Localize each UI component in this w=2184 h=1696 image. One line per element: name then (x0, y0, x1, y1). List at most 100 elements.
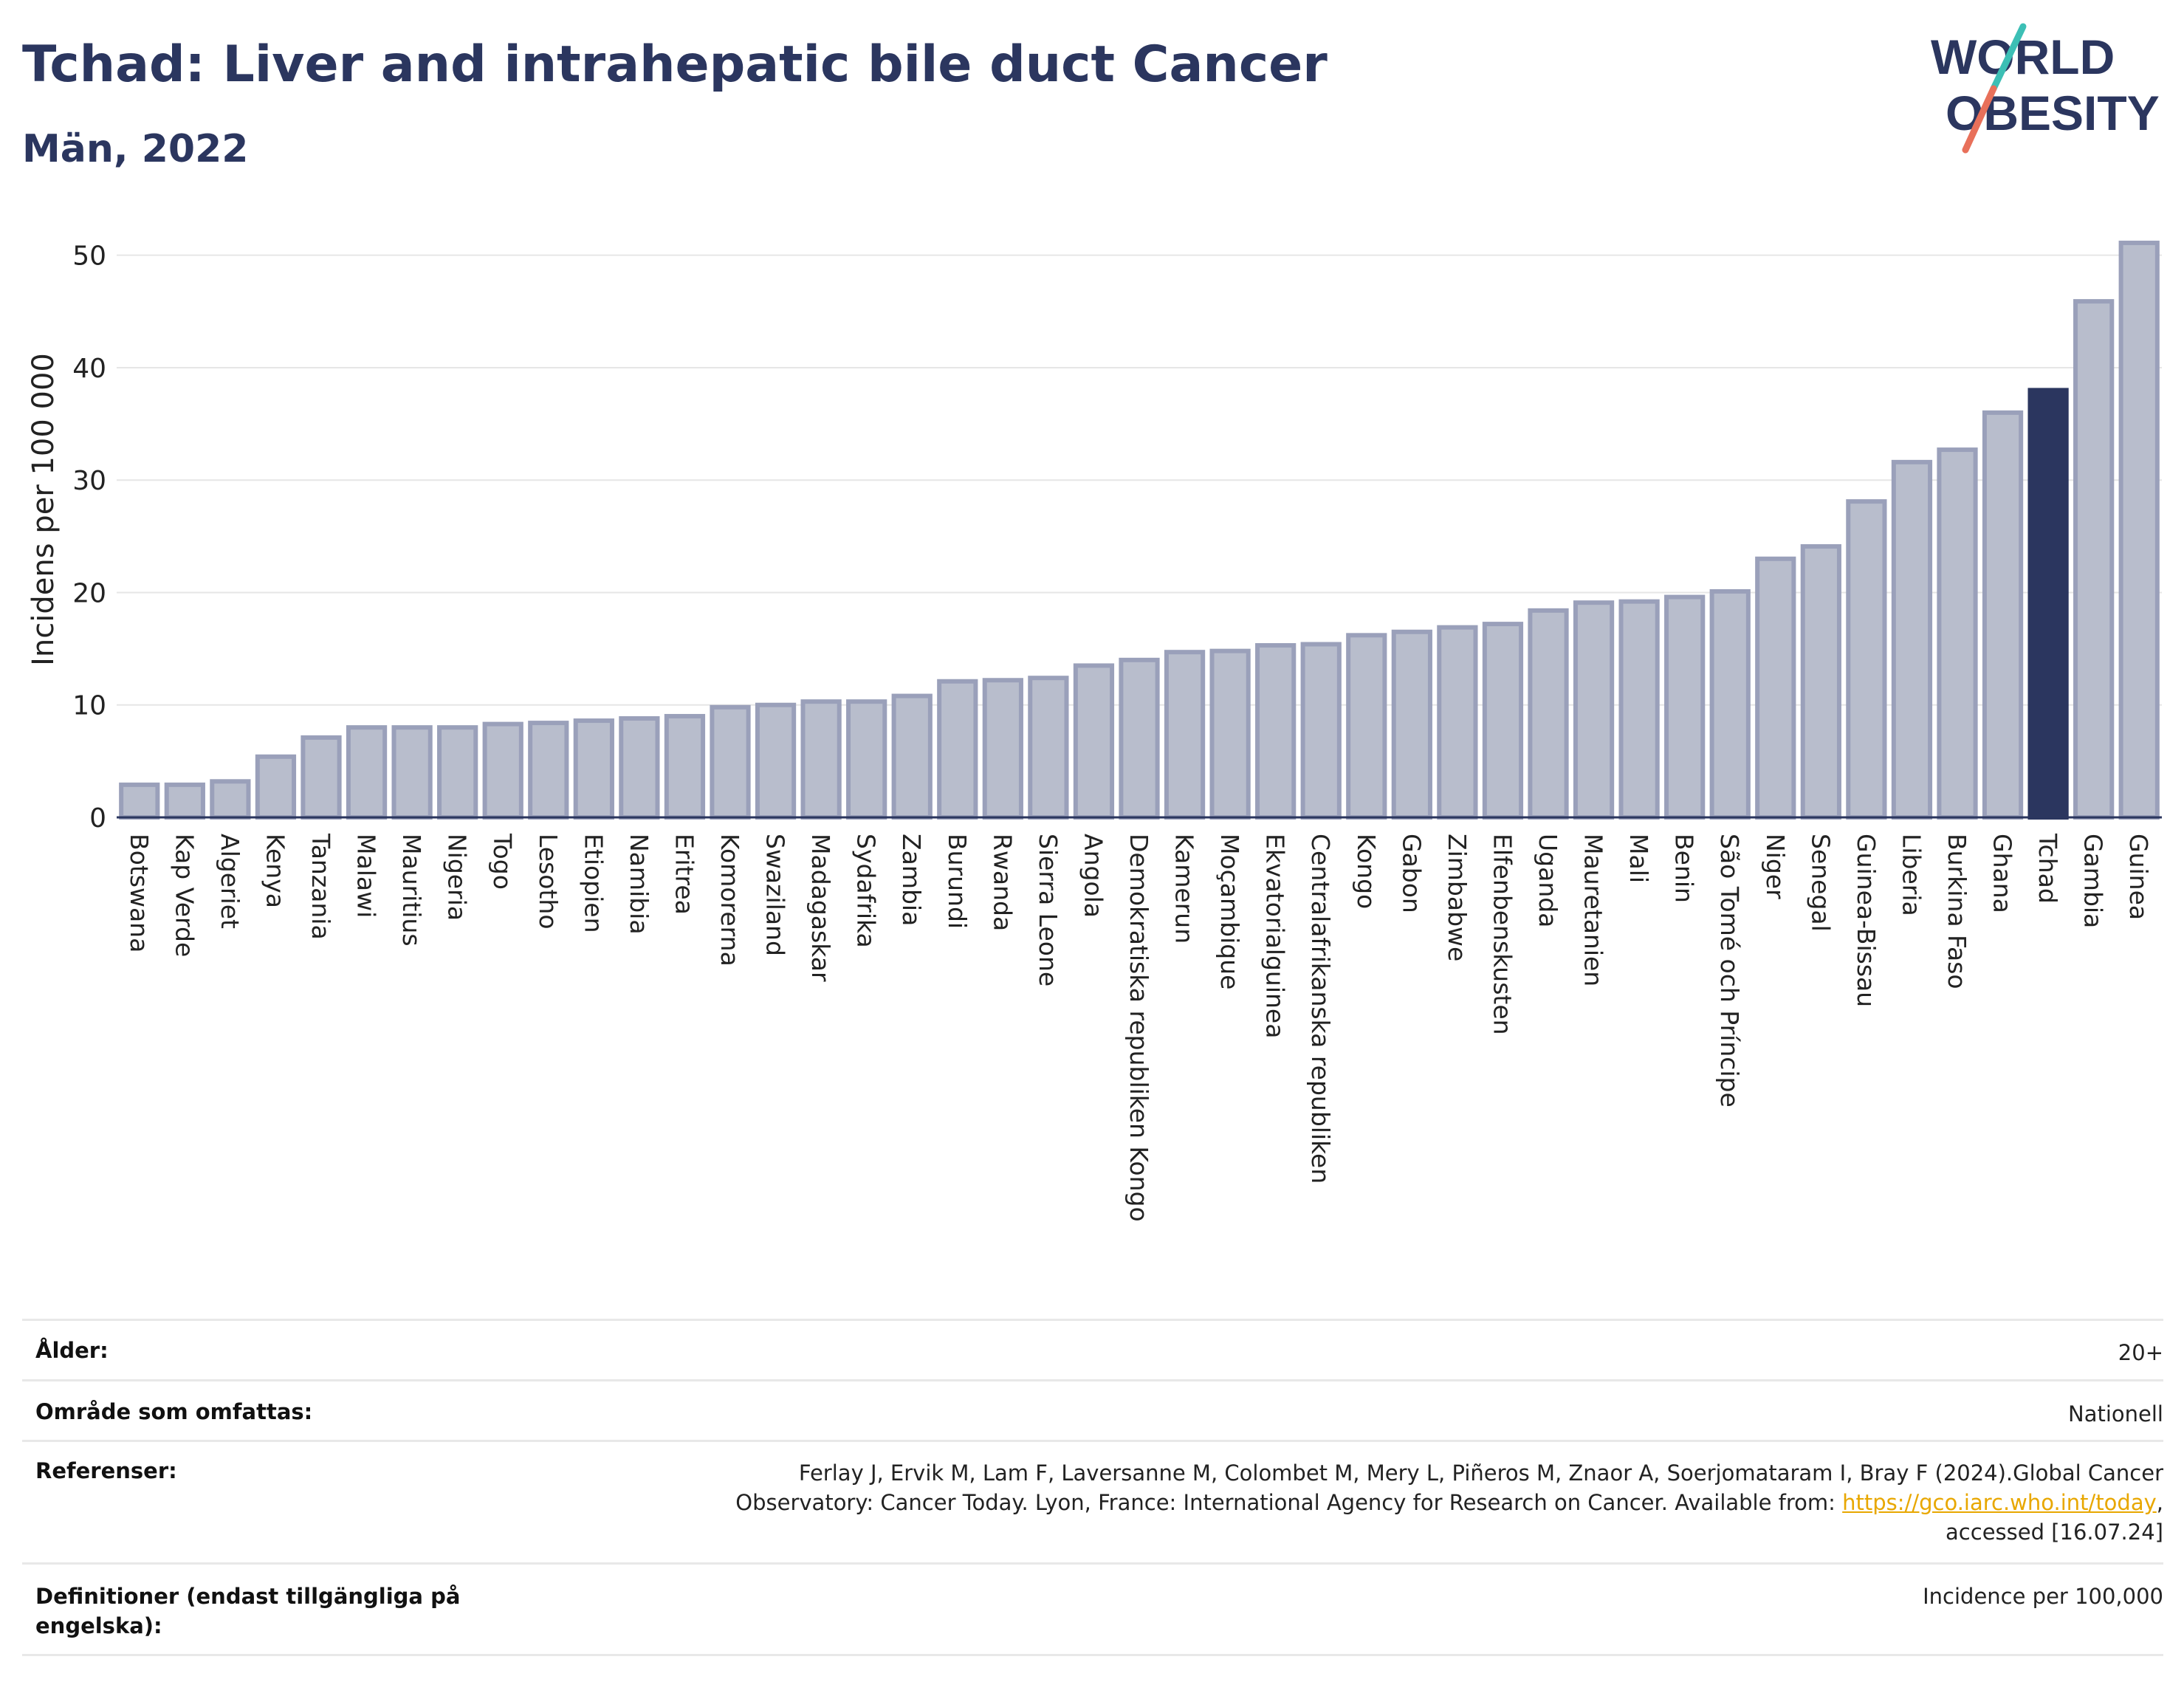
x-tick-label: Gabon (1397, 834, 1426, 913)
x-tick-label: Uganda (1534, 834, 1562, 927)
bar-benin (1664, 594, 1706, 820)
y-tick-label: 0 (89, 803, 106, 834)
definitions-value: Incidence per 100,000 (1923, 1584, 2163, 1609)
x-tick-label: Madagaskar (806, 834, 835, 982)
x-tick-label: Namibia (625, 834, 653, 935)
x-tick-label: Ekvatorialguinea (1261, 834, 1290, 1038)
x-tick-label: Gambia (2079, 834, 2108, 928)
bar-guinea-bissau (1846, 499, 1887, 820)
definitions-label-line-2: engelska): (35, 1613, 162, 1638)
age-label: Ålder: (35, 1338, 109, 1363)
bar-swaziland (755, 702, 797, 820)
x-tick-label: Zambia (897, 834, 926, 926)
y-tick-label: 30 (72, 466, 106, 496)
y-tick-label: 50 (72, 241, 106, 272)
divider (22, 1654, 2163, 1656)
x-tick-label: Tanzania (306, 833, 335, 940)
bar-eritrea (664, 713, 706, 820)
x-tick-label: Nigeria (443, 834, 472, 921)
reference-link[interactable]: https://gco.iarc.who.int/today (1842, 1490, 2157, 1515)
x-tick-label: Sierra Leone (1034, 834, 1062, 986)
bar-sydafrika (846, 699, 887, 820)
meta-row-references: Referenser: Ferlay J, Ervik M, Lam F, La… (22, 1458, 2163, 1554)
bars (119, 240, 2160, 820)
divider (22, 1440, 2163, 1442)
x-tick-label: Etiopien (579, 834, 608, 933)
bar-burkina-faso (1937, 447, 1978, 820)
x-tick-label: Elfenbenskusten (1488, 834, 1517, 1035)
x-tick-label: Tchad (2033, 833, 2062, 904)
bar-kongo (1346, 633, 1387, 820)
world-obesity-logo: WORLD OBESITY (1931, 23, 2160, 154)
x-tick-label: Algeriet (216, 834, 244, 929)
bar-togo (482, 721, 523, 820)
logo-line1: WORLD (1931, 30, 2115, 84)
x-tick-label: Lesotho (534, 834, 563, 930)
x-tick-label: Rwanda (988, 834, 1017, 931)
bar-madagaskar (800, 699, 842, 820)
x-tick-label: Kap Verde (170, 834, 199, 957)
bar-senegal (1800, 544, 1841, 820)
logo-slash-bottom (1962, 85, 1997, 154)
x-tick-label: Moçambique (1215, 834, 1244, 989)
x-tick-label: Senegal (1806, 834, 1835, 932)
x-tick-label: Ghana (1988, 834, 2017, 913)
bar-kamerun (1164, 650, 1206, 820)
bar-komorerna (710, 704, 751, 820)
bar-mo-ambique (1209, 648, 1251, 820)
bar-tchad (2027, 388, 2069, 820)
reference-line-3: accessed [16.07.24] (1946, 1520, 2163, 1545)
x-tick-label: Niger (1761, 834, 1790, 899)
bar-etiopien (573, 718, 614, 820)
x-tick-label: Angola (1079, 834, 1108, 918)
x-tick-label: Mauritius (397, 834, 426, 947)
x-tick-label: Liberia (1897, 834, 1926, 916)
area-value: Nationell (2068, 1401, 2163, 1427)
bar-zambia (891, 693, 933, 820)
bar-zimbabwe (1437, 625, 1478, 820)
x-tick-label: Mali (1624, 834, 1653, 883)
x-tick-label: Kongo (1352, 834, 1381, 909)
bar-s-o-tom-och-pr-ncipe (1709, 588, 1751, 820)
bar-demokratiska-republiken-kongo (1119, 657, 1160, 820)
bar-ekvatorialguinea (1255, 643, 1297, 820)
bar-ghana (1982, 410, 2024, 820)
y-tick-label: 40 (72, 354, 106, 384)
page-title: Tchad: Liver and intrahepatic bile duct … (22, 35, 1328, 94)
x-tick-label: Komorerna (715, 834, 744, 967)
x-tick-label: Mauretanien (1579, 834, 1608, 986)
bar-angola (1073, 663, 1115, 820)
bar-kenya (255, 754, 297, 820)
x-tick-label: Botswana (125, 834, 154, 952)
x-tick-label: Benin (1670, 834, 1699, 903)
x-tick-label: Swaziland (761, 834, 790, 956)
bar-chart: 0 10 20 30 40 50 Botswana Kap Verde Algeriet Ken… (27, 240, 2162, 1222)
bar-burundi (937, 679, 978, 820)
x-tick-label: Kamerun (1170, 834, 1199, 944)
bar-mauritius (391, 725, 433, 820)
x-axis-labels: Botswana Kap Verde Algeriet Kenya Tanzania Ma… (125, 833, 2153, 1222)
x-tick-label: Demokratiska republiken Kongo (1124, 834, 1153, 1222)
x-tick-label: Centralafrikanska republiken (1306, 834, 1335, 1184)
divider (22, 1562, 2163, 1565)
logo-slash-top (1990, 23, 2027, 92)
reference-line-2-text: Observatory: Cancer Today. Lyon, France:… (735, 1490, 1843, 1515)
bar-algeriet (210, 779, 251, 820)
bar-gabon (1391, 629, 1432, 820)
bar-uganda (1528, 608, 1569, 820)
reference-line-2: Observatory: Cancer Today. Lyon, France:… (465, 1488, 2163, 1517)
x-tick-label: Guinea (2124, 834, 2153, 920)
divider (22, 1379, 2163, 1381)
bar-kap-verde (164, 782, 205, 820)
bar-nigeria (437, 725, 478, 820)
divider (22, 1319, 2163, 1321)
x-tick-label: Kenya (261, 834, 289, 908)
x-tick-label: Eritrea (670, 834, 698, 915)
reference-line-2-end: , (2156, 1490, 2163, 1515)
bar-lesotho (528, 721, 569, 820)
references-label: Referenser: (35, 1458, 177, 1483)
meta-row-definitions: Definitioner (endast tillgängliga på eng… (22, 1582, 2163, 1648)
bar-niger (1755, 556, 1796, 820)
bar-tanzania (301, 735, 342, 820)
x-tick-label: Sydafrika (852, 834, 881, 948)
